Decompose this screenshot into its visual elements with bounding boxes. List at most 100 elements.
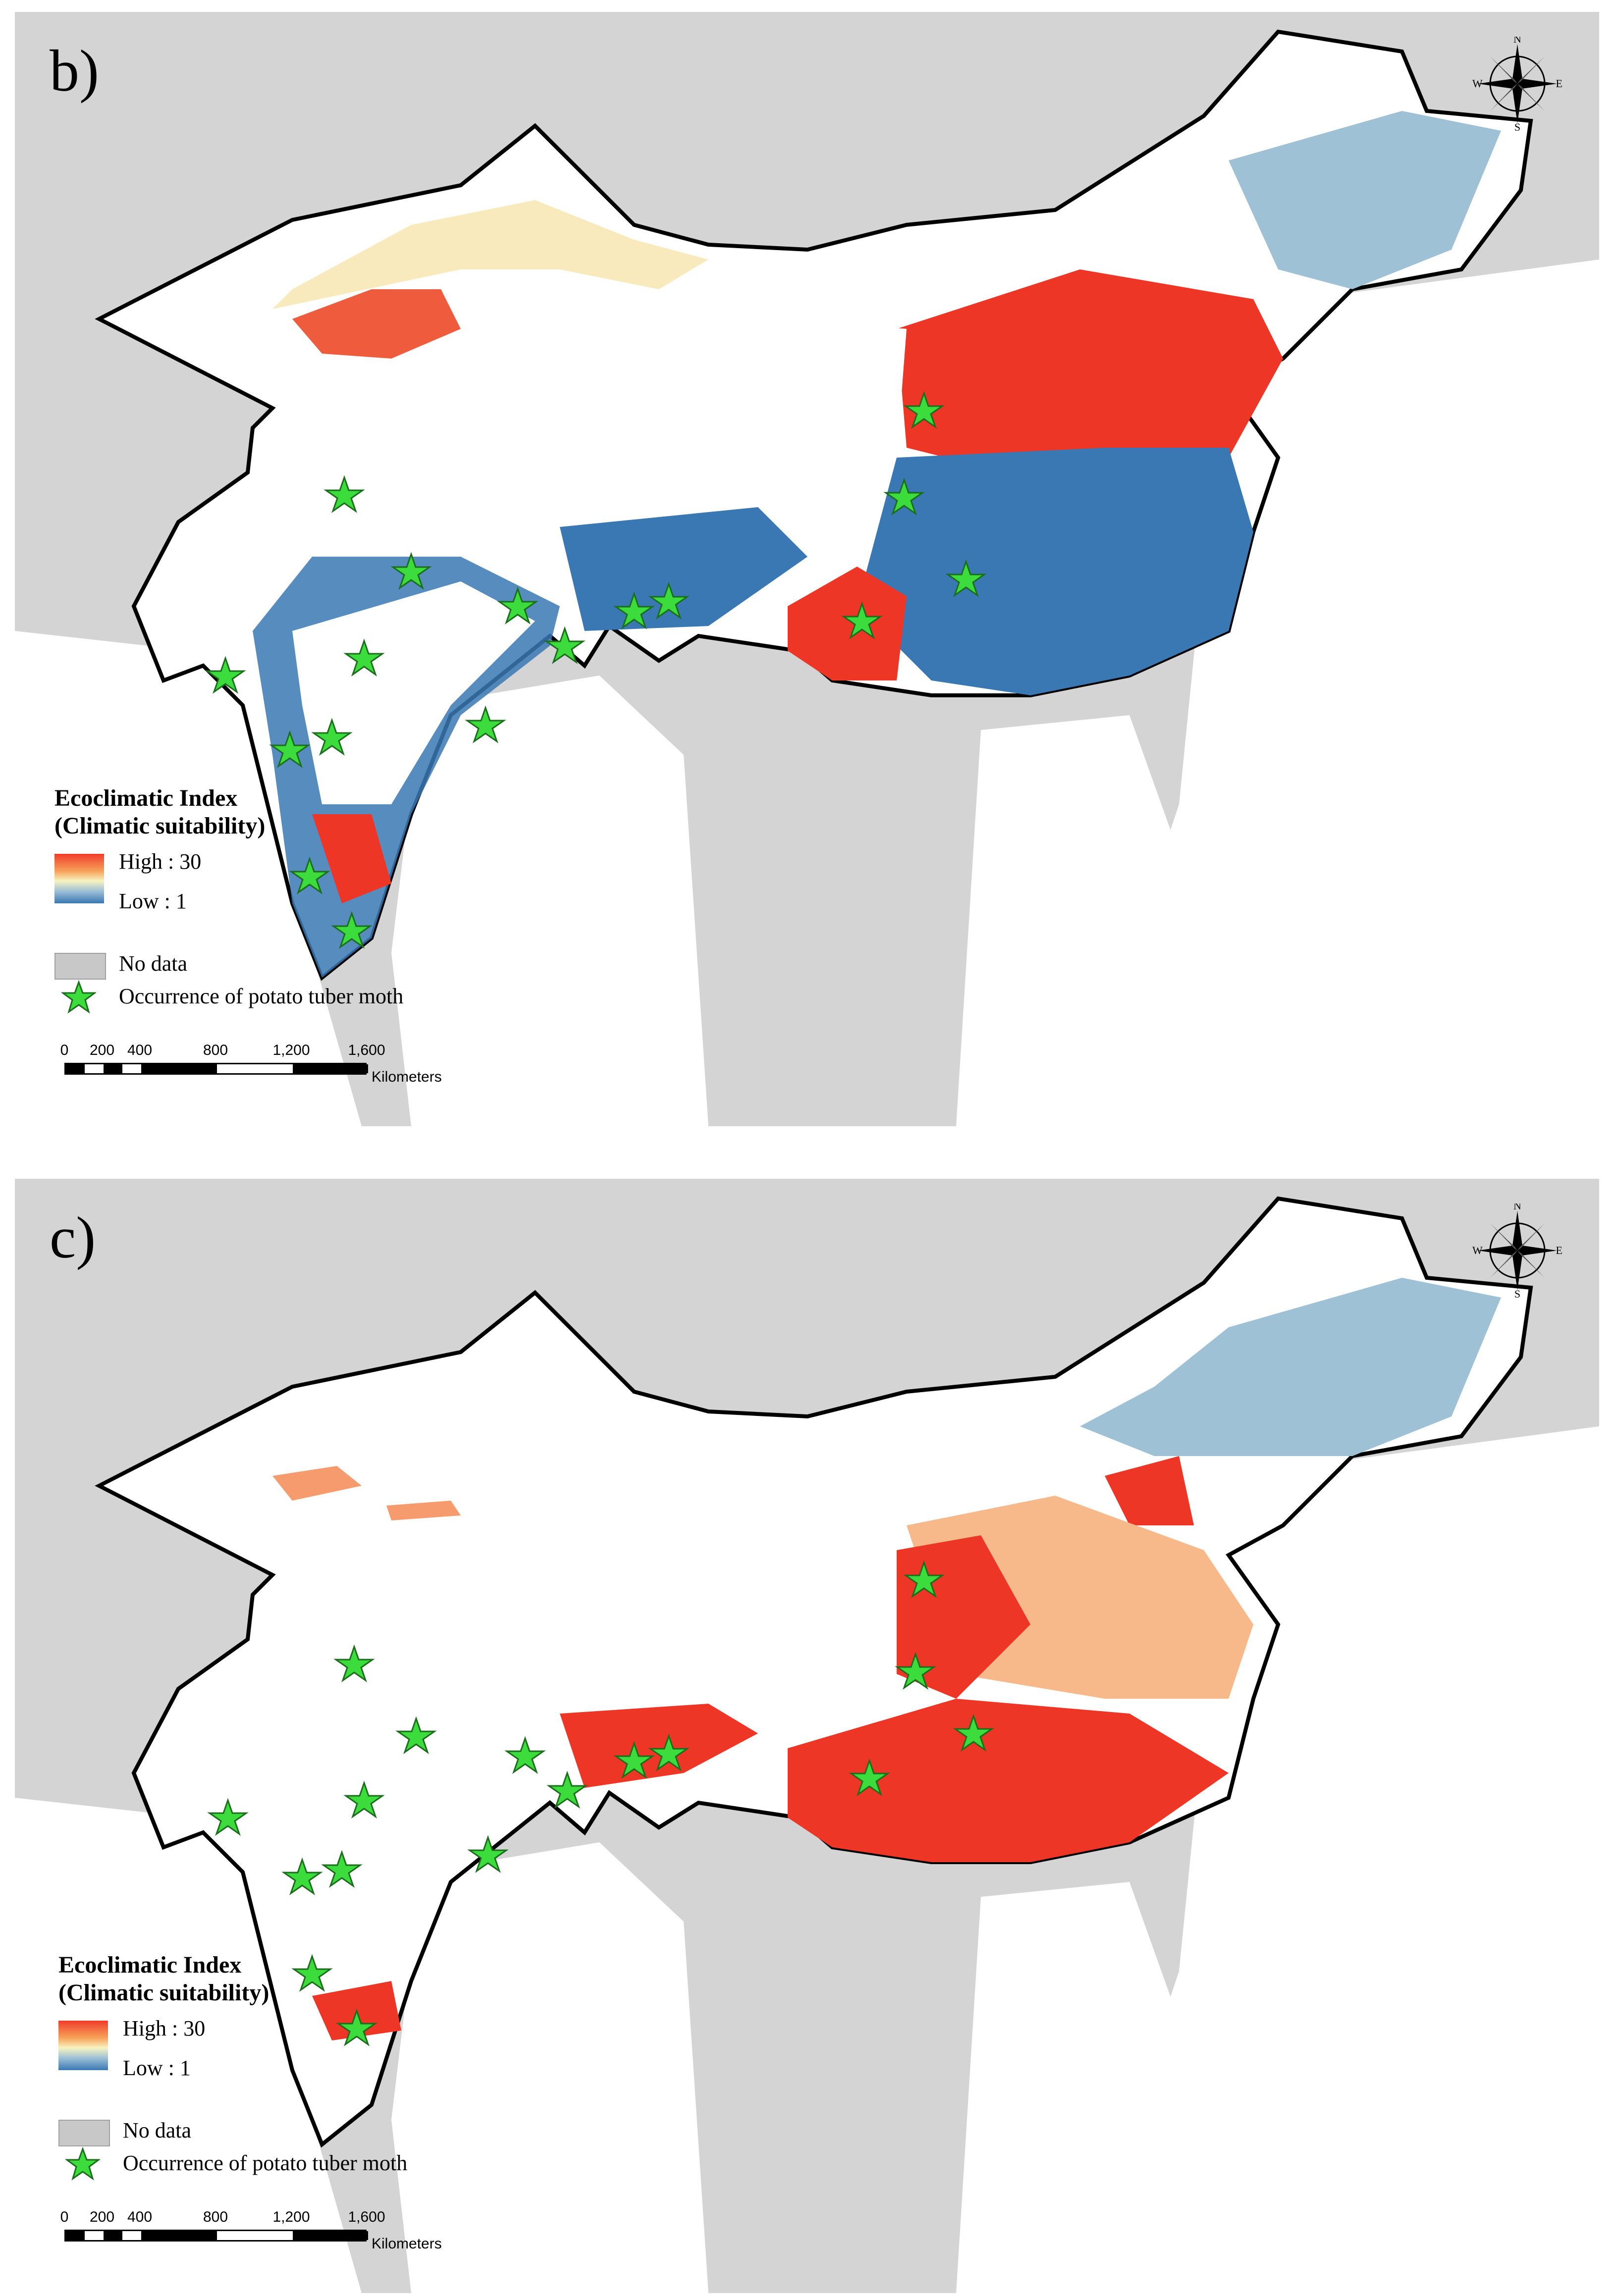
legend-title-1: Ecoclimatic Index xyxy=(54,785,238,811)
occurrence-stars-c xyxy=(207,1560,994,2046)
legend-color-ramp xyxy=(58,2021,108,2070)
occurrence-star xyxy=(343,638,385,677)
scale-bar: 0 200 400 800 1,200 1,600 Kilometers xyxy=(50,1042,442,1092)
panel-label: c) xyxy=(50,1204,96,1270)
compass-n: N xyxy=(1513,1203,1521,1212)
occurrence-star xyxy=(953,1714,994,1752)
legend-nodata-swatch xyxy=(58,2120,110,2146)
occurrence-star xyxy=(895,1652,936,1690)
indian-ocean xyxy=(15,631,362,1126)
occurrence-star xyxy=(903,391,945,429)
occurrence-star xyxy=(331,911,373,949)
scale-tick: 400 xyxy=(127,2209,153,2225)
northeast-zone xyxy=(1229,111,1501,289)
occurrence-stars-b xyxy=(205,391,987,949)
compass-n: N xyxy=(1513,37,1521,45)
occurrence-star xyxy=(281,1857,323,1895)
occurrence-star xyxy=(849,1758,890,1796)
legend-nodata-label: No data xyxy=(119,951,188,976)
bay-of-bengal xyxy=(391,676,708,1126)
scale-tick: 200 xyxy=(89,1042,115,1058)
legend-occurrence-label: Occurrence of potato tuber moth xyxy=(123,2151,408,2175)
legend: Ecoclimatic Index (Climatic suitability)… xyxy=(58,1951,484,2181)
ne-india-red xyxy=(560,1704,758,1788)
legend-low-label: Low : 1 xyxy=(123,2056,191,2080)
occurrence-star xyxy=(269,730,311,768)
scale-tick: 1,600 xyxy=(348,1042,385,1058)
compass-e: E xyxy=(1556,77,1562,90)
legend-high-label: High : 30 xyxy=(123,2016,206,2040)
legend: Ecoclimatic Index (Climatic suitability)… xyxy=(54,784,481,1014)
south-china-sea xyxy=(956,715,1179,1126)
occurrence-star xyxy=(648,581,690,620)
occurrence-star xyxy=(395,1716,437,1754)
compass-w: W xyxy=(1472,1244,1483,1256)
scale-bar: 0 200 400 800 1,200 1,600 Kilometers xyxy=(50,2209,442,2258)
legend-title-2: (Climatic suitability) xyxy=(54,813,266,839)
scale-bar-segments xyxy=(64,1063,368,1075)
legend-nodata-label: No data xyxy=(123,2118,192,2142)
occurrence-star xyxy=(883,477,925,516)
occurrence-star xyxy=(504,1736,546,1774)
occurrence-star xyxy=(613,1741,655,1779)
yunnan-red xyxy=(788,567,907,680)
occurrence-star xyxy=(343,1780,385,1819)
south-india-red xyxy=(312,814,391,903)
map-canvas-b xyxy=(15,12,1599,1126)
occurrence-star xyxy=(465,705,506,743)
occurrence-star xyxy=(945,559,987,597)
xinjiang-suitable-zone xyxy=(272,200,708,309)
northeast-zone xyxy=(1080,1278,1501,1456)
legend-high-label: High : 30 xyxy=(119,849,202,874)
occurrence-star xyxy=(841,601,883,639)
occurrence-star xyxy=(390,552,432,590)
scale-tick: 0 xyxy=(60,1042,69,1058)
occurrence-star xyxy=(497,586,538,625)
scale-bar-segments xyxy=(64,2230,368,2242)
north-china-patch xyxy=(1105,1456,1194,1525)
panel-label: b) xyxy=(50,38,99,104)
compass-rose-icon: N S E W xyxy=(1472,1203,1562,1298)
occurrence-star xyxy=(648,1733,690,1772)
scale-tick: 1,600 xyxy=(348,2209,385,2225)
tibet-white xyxy=(436,309,907,507)
legend-color-ramp xyxy=(54,854,104,903)
inner-india-white xyxy=(292,581,535,804)
xinjiang-strips-2 xyxy=(386,1501,461,1520)
legend-low-label: Low : 1 xyxy=(119,889,187,913)
scale-units: Kilometers xyxy=(372,1069,442,1085)
indian-ocean xyxy=(15,1798,362,2293)
occurrence-star xyxy=(903,1560,945,1598)
star-icon xyxy=(65,2147,100,2181)
scale-tick: 800 xyxy=(203,1042,228,1058)
scale-tick: 0 xyxy=(60,2209,69,2225)
occurrence-star xyxy=(467,1835,509,1873)
legend-occurrence-label: Occurrence of potato tuber moth xyxy=(119,984,404,1008)
scale-tick: 1,200 xyxy=(272,1042,310,1058)
occurrence-star xyxy=(333,1644,375,1682)
occurrence-star xyxy=(205,656,246,694)
bay-of-bengal xyxy=(391,1842,708,2293)
xinjiang-strips xyxy=(272,1466,362,1501)
map-panel-b: b) N S E W Ecoclimatic Index (Climatic s… xyxy=(15,12,1599,1126)
legend-nodata-swatch xyxy=(54,953,106,980)
compass-e: E xyxy=(1556,1244,1562,1256)
occurrence-star xyxy=(291,1954,333,1992)
compass-rose-icon: N S E W xyxy=(1472,37,1562,131)
south-china-sea xyxy=(956,1882,1179,2293)
occurrence-star xyxy=(321,1850,363,1888)
map-canvas-c xyxy=(15,1179,1599,2293)
compass-s: S xyxy=(1514,1288,1520,1298)
north-china-red xyxy=(897,269,1283,472)
occurrence-star xyxy=(546,1771,588,1809)
scale-units: Kilometers xyxy=(372,2236,442,2252)
south-china-blue xyxy=(857,448,1253,695)
scale-tick: 400 xyxy=(127,1042,153,1058)
occurrence-star xyxy=(544,626,586,664)
compass-w: W xyxy=(1472,77,1483,90)
occurrence-star xyxy=(289,856,330,894)
star-icon xyxy=(61,980,96,1014)
occurrence-star xyxy=(311,718,353,756)
scale-tick: 200 xyxy=(89,2209,115,2225)
occurrence-star xyxy=(613,591,655,629)
